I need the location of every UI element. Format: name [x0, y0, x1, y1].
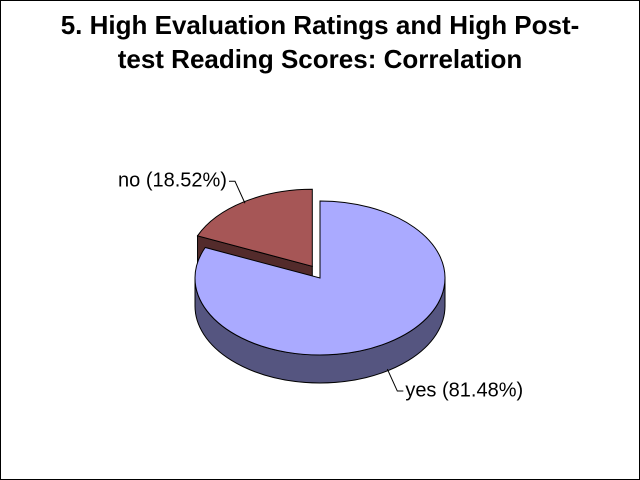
data-label: yes (81.48%) — [405, 379, 523, 401]
data-label: no (18.52%) — [118, 170, 227, 192]
chart-title: 5. High Evaluation Ratings and High Post… — [60, 10, 580, 74]
pie-slice — [196, 188, 313, 267]
leader-line — [386, 368, 404, 392]
leader-line — [228, 180, 246, 204]
pie-slice — [194, 200, 446, 356]
